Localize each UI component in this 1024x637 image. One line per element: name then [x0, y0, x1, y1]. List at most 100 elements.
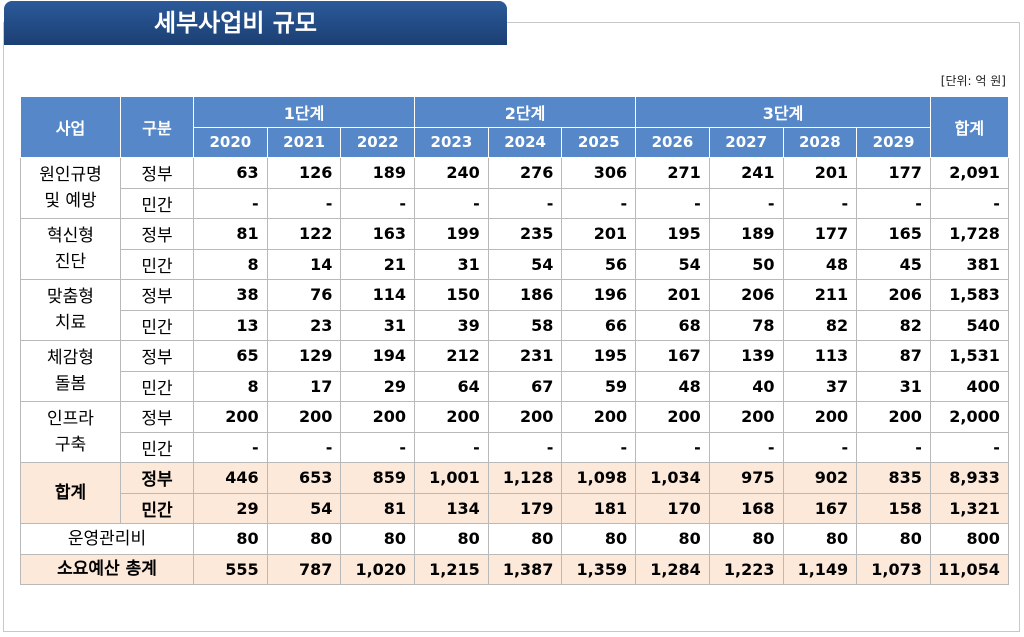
- value-cell: 54: [635, 248, 710, 280]
- type-cell: 정부: [120, 401, 194, 433]
- header-row: 사업 구분 1단계 2단계 3단계 합계: [20, 96, 1009, 158]
- value-cell: -: [340, 431, 416, 463]
- value-cell: 80: [708, 523, 784, 555]
- value-cell: 165: [856, 218, 931, 250]
- operations-row: 운영관리비 80 80 80 80 80 80 80 80 80 80 800: [20, 523, 1009, 555]
- value-cell: 195: [635, 218, 710, 250]
- year-header: 2023: [414, 126, 489, 158]
- value-cell: 1,020: [340, 553, 416, 585]
- value-cell: -: [266, 187, 342, 219]
- operations-label: 운영관리비: [20, 523, 194, 555]
- value-cell: 181: [561, 492, 637, 524]
- value-cell: -: [856, 431, 931, 463]
- value-cell: 1,728: [929, 218, 1009, 250]
- value-cell: 653: [266, 462, 342, 494]
- value-cell: 80: [856, 523, 931, 555]
- value-cell: 206: [708, 279, 784, 311]
- year-header: 2029: [856, 126, 931, 158]
- group-label-line: 혁신형: [47, 226, 94, 246]
- value-cell: -: [193, 187, 268, 219]
- value-cell: 17: [266, 370, 342, 402]
- value-cell: 76: [266, 279, 342, 311]
- header-cell: 합계: [929, 96, 1009, 158]
- value-cell: 68: [635, 309, 710, 341]
- value-cell: 63: [193, 157, 268, 189]
- value-cell: 200: [193, 401, 268, 433]
- type-cell: 정부: [120, 157, 194, 189]
- value-cell: 54: [266, 492, 342, 524]
- value-cell: 200: [708, 401, 784, 433]
- value-cell: -: [487, 431, 563, 463]
- value-cell: -: [487, 187, 563, 219]
- value-cell: 1,359: [561, 553, 637, 585]
- value-cell: 80: [193, 523, 268, 555]
- value-cell: 48: [635, 370, 710, 402]
- group-label-line: 및 예방: [44, 191, 97, 211]
- data-row: 민간 - - - - - - - - - - -: [21, 187, 1009, 219]
- value-cell: 8: [193, 370, 268, 402]
- value-cell: 29: [193, 492, 268, 524]
- type-cell: 민간: [120, 187, 194, 219]
- value-cell: 45: [856, 248, 931, 280]
- value-cell: 80: [414, 523, 489, 555]
- value-cell: 1,321: [929, 492, 1009, 524]
- group-label-line: 치료: [54, 313, 87, 333]
- value-cell: 80: [487, 523, 563, 555]
- value-cell: 1,073: [856, 553, 931, 585]
- group-label-line: 인프라: [47, 409, 94, 429]
- value-cell: 150: [414, 279, 489, 311]
- data-row: 민간 8 17 29 64 67 59 48 40 37 31 400: [21, 370, 1009, 402]
- value-cell: 902: [782, 462, 858, 494]
- value-cell: 231: [487, 340, 563, 372]
- type-cell: 정부: [120, 462, 194, 494]
- value-cell: 177: [782, 218, 858, 250]
- type-cell: 민간: [120, 431, 194, 463]
- value-cell: 167: [782, 492, 858, 524]
- value-cell: -: [856, 187, 931, 219]
- value-cell: 80: [340, 523, 416, 555]
- value-cell: -: [561, 187, 637, 219]
- value-cell: 114: [340, 279, 416, 311]
- value-cell: 168: [708, 492, 784, 524]
- data-row: 혁신형 진단 정부 81 122 163 199 235 201 195 189 177 165 1,72…: [20, 218, 1009, 280]
- value-cell: 58: [487, 309, 563, 341]
- value-cell: 189: [708, 218, 784, 250]
- value-cell: 540: [929, 309, 1009, 341]
- value-cell: 8: [193, 248, 268, 280]
- value-cell: 80: [561, 523, 637, 555]
- value-cell: 201: [561, 218, 637, 250]
- value-cell: -: [929, 187, 1009, 219]
- budget-table: 사업 구분 1단계 2단계 3단계 합계 2020 2021 2022 2023 2024 2025 2…: [20, 96, 1009, 585]
- value-cell: 78: [708, 309, 784, 341]
- value-cell: 37: [782, 370, 858, 402]
- value-cell: 23: [266, 309, 342, 341]
- value-cell: 134: [414, 492, 489, 524]
- value-cell: 1,223: [708, 553, 784, 585]
- value-cell: 206: [856, 279, 931, 311]
- type-cell: 민간: [120, 492, 194, 524]
- value-cell: 179: [487, 492, 563, 524]
- value-cell: 1,583: [929, 279, 1009, 311]
- value-cell: -: [414, 431, 489, 463]
- value-cell: 195: [561, 340, 637, 372]
- group-label: 혁신형 진단: [20, 218, 121, 280]
- value-cell: 81: [340, 492, 416, 524]
- value-cell: 8,933: [929, 462, 1009, 494]
- group-label-line: 맞춤형: [47, 287, 94, 307]
- year-header: 2027: [708, 126, 784, 158]
- value-cell: 2,000: [929, 401, 1009, 433]
- value-cell: -: [266, 431, 342, 463]
- value-cell: 200: [487, 401, 563, 433]
- group-label-line: 돌봄: [54, 374, 87, 394]
- value-cell: 194: [340, 340, 416, 372]
- value-cell: 59: [561, 370, 637, 402]
- data-row: 원인규명 및 예방 정부 63 126 189 240 276 306 271 241 201 177 2…: [20, 157, 1009, 219]
- year-header: 2022: [340, 126, 416, 158]
- value-cell: 31: [414, 248, 489, 280]
- value-cell: 835: [856, 462, 931, 494]
- value-cell: 800: [929, 523, 1009, 555]
- data-row: 체감형 돌봄 정부 65 129 194 212 231 195 167 139 113 87 1,531: [20, 340, 1009, 402]
- value-cell: 201: [782, 157, 858, 189]
- total-label: 합계: [20, 462, 121, 524]
- value-cell: 82: [856, 309, 931, 341]
